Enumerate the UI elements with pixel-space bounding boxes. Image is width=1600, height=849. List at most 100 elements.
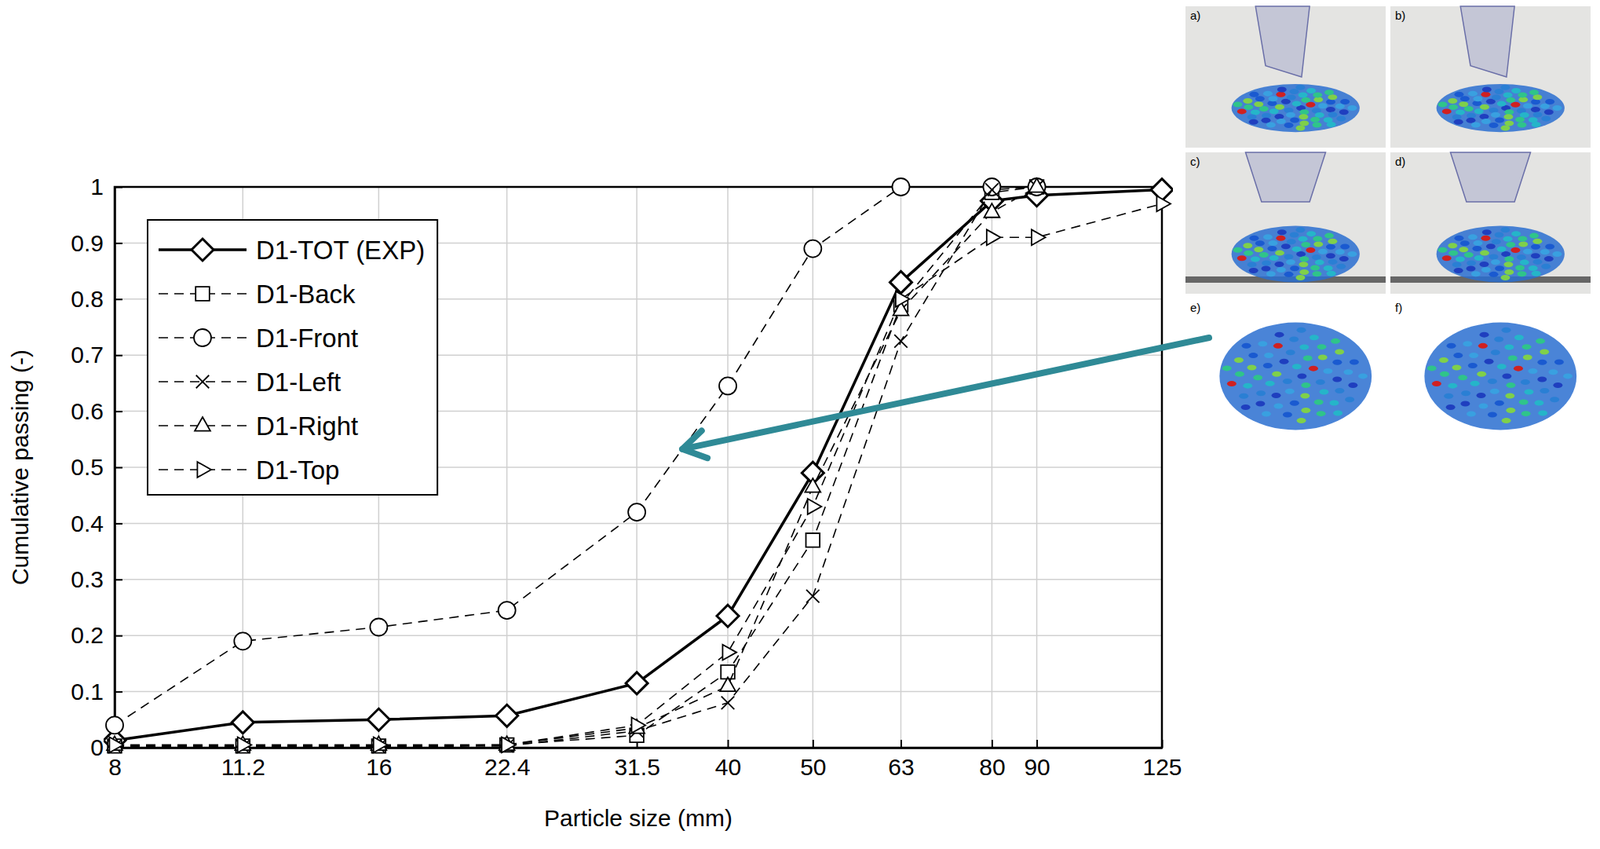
- particle: [1259, 252, 1269, 258]
- series-marker: [1028, 178, 1046, 196]
- particle-pile: [1219, 322, 1372, 431]
- particle: [1326, 270, 1337, 277]
- particle: [1252, 374, 1263, 380]
- particle: [1326, 244, 1336, 250]
- particle: [1500, 124, 1510, 131]
- x-tick-label: 16: [365, 753, 392, 780]
- y-tick-label: 0.8: [70, 285, 104, 312]
- x-tick-label: 31.5: [613, 753, 660, 780]
- particle: [1523, 388, 1534, 395]
- panel-background: [1390, 152, 1591, 294]
- particle: [1511, 87, 1521, 94]
- particle: [1452, 261, 1462, 267]
- particle: [1261, 410, 1272, 417]
- particle: [1309, 334, 1319, 340]
- particle: [1292, 363, 1302, 369]
- y-grid-line: [114, 522, 1162, 525]
- series-marker: [719, 376, 737, 395]
- particle: [1541, 115, 1551, 121]
- particle: [1299, 269, 1309, 275]
- particle: [1296, 251, 1306, 257]
- particle: [1242, 242, 1253, 249]
- particle: [1537, 376, 1547, 383]
- particle: [1267, 95, 1278, 102]
- particle: [1249, 267, 1259, 274]
- y-tick-label: 0.5: [70, 453, 104, 480]
- legend-label: D1-Back: [255, 279, 356, 309]
- particle: [1334, 349, 1345, 355]
- particle: [1330, 338, 1341, 344]
- series-marker: [237, 737, 253, 753]
- particle: [1489, 122, 1499, 128]
- particle: [1481, 118, 1491, 125]
- particle: [1453, 352, 1463, 358]
- panel-letter: d): [1395, 154, 1406, 169]
- particle: [1505, 393, 1515, 399]
- particle: [1275, 91, 1286, 98]
- series-marker: [721, 696, 735, 710]
- particle: [1312, 91, 1323, 98]
- bucket: [1255, 6, 1310, 77]
- arrow-shaft: [682, 337, 1210, 450]
- particle: [1318, 388, 1329, 395]
- particle: [1537, 359, 1547, 366]
- x-tick: 63: [887, 739, 914, 780]
- particle: [1465, 266, 1476, 272]
- particle: [1479, 261, 1489, 267]
- particle: [1539, 349, 1549, 355]
- particle: [1248, 352, 1258, 358]
- legend-marker: [193, 328, 212, 347]
- particle: [1471, 122, 1481, 128]
- particle: [1265, 380, 1275, 387]
- particle: [1541, 263, 1551, 270]
- particle: [1539, 387, 1549, 394]
- series-marker: [889, 270, 912, 293]
- particle: [1255, 95, 1265, 102]
- particle: [1318, 248, 1328, 255]
- particle: [1466, 260, 1476, 267]
- legend-marker: [191, 238, 214, 261]
- particle: [1247, 113, 1257, 120]
- particle: [1468, 362, 1478, 369]
- particle: [1339, 109, 1349, 115]
- series-marker: [722, 644, 737, 661]
- particle: [1504, 109, 1514, 115]
- snapshot-panel: d): [1390, 152, 1591, 294]
- y-tick-mark: [114, 578, 123, 581]
- particle: [1482, 86, 1492, 92]
- bucket: [1460, 6, 1515, 77]
- legend-label: D1-Left: [255, 367, 341, 397]
- particle: [1489, 271, 1499, 278]
- particle: [1260, 266, 1271, 272]
- particle: [1511, 230, 1521, 237]
- particle: [1480, 91, 1491, 98]
- series-marker: [369, 617, 388, 636]
- y-axis-title: Cumulative passing (-): [7, 349, 33, 585]
- x-tick: 80: [978, 739, 1005, 780]
- series-line: [114, 186, 1038, 746]
- particle: [1242, 383, 1253, 389]
- x-tick-label: 40: [715, 753, 742, 780]
- particle: [1503, 92, 1513, 99]
- particle: [1328, 259, 1338, 265]
- particle: [1471, 270, 1481, 277]
- particle: [1332, 359, 1342, 366]
- particle: [1328, 111, 1338, 117]
- series-marker: [806, 589, 820, 603]
- particle: [1266, 122, 1276, 128]
- y-tick-mark: [114, 354, 123, 357]
- particle: [1256, 390, 1266, 396]
- particle: [1299, 255, 1309, 262]
- particle: [1276, 266, 1286, 273]
- particle: [1529, 89, 1539, 95]
- particle: [1241, 404, 1251, 410]
- x-tick-label: 8: [108, 753, 122, 780]
- x-tick-mark: [727, 739, 730, 748]
- series-marker: [628, 503, 646, 521]
- particle: [1520, 379, 1531, 385]
- particle: [1530, 252, 1541, 259]
- series-marker: [803, 240, 822, 258]
- x-tick-label: 125: [1142, 753, 1182, 780]
- particle: [1311, 254, 1322, 260]
- series-line: [114, 186, 1038, 747]
